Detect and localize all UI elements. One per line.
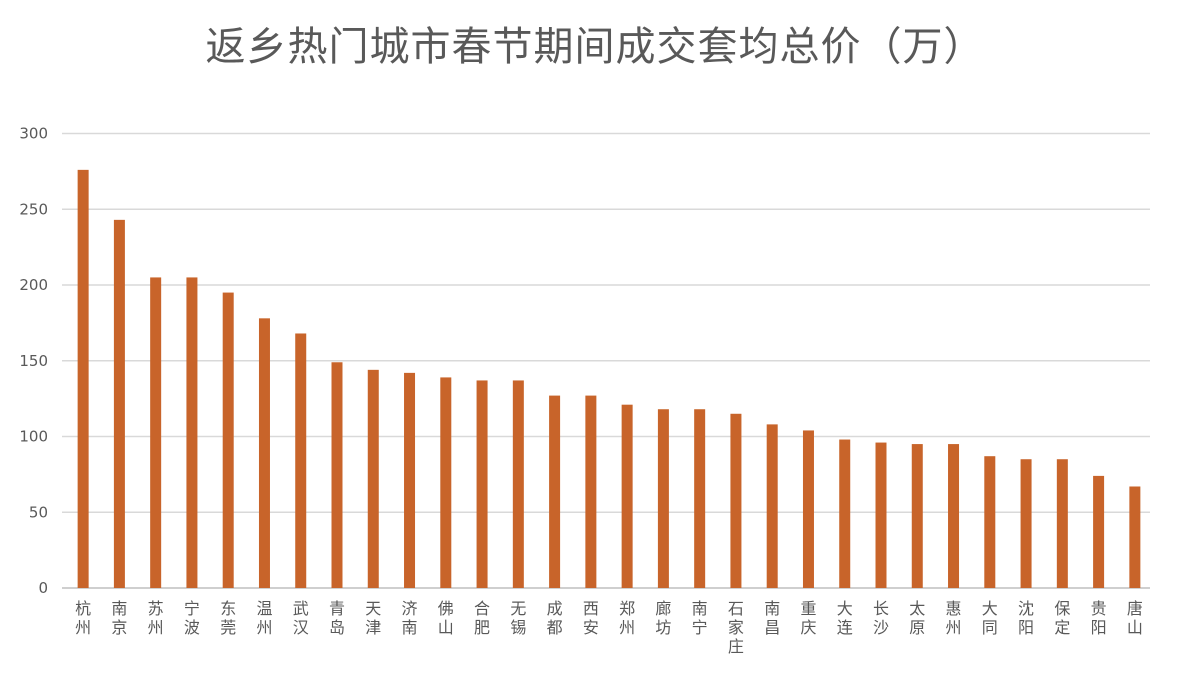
x-category-label: 宁波	[184, 599, 200, 637]
x-category-label: 南宁	[692, 599, 708, 637]
y-tick-label: 250	[19, 200, 48, 218]
bar	[295, 333, 307, 588]
y-tick-label: 200	[19, 276, 48, 294]
bar	[585, 395, 597, 588]
x-category-label: 武汉	[293, 599, 309, 637]
x-category-label: 沈阳	[1018, 599, 1034, 637]
x-category-label: 成都	[547, 599, 563, 637]
x-category-label: 济南	[402, 599, 418, 637]
x-category-label: 重庆	[800, 599, 816, 637]
bar	[1056, 459, 1068, 588]
x-category-label: 石家庄	[728, 599, 744, 656]
bar	[730, 413, 742, 588]
x-category-label: 长沙	[873, 599, 889, 637]
x-category-label: 大同	[982, 599, 998, 637]
bar	[77, 169, 89, 589]
x-category-label: 太原	[909, 599, 925, 637]
bar	[1020, 459, 1032, 588]
x-category-label: 杭州	[75, 599, 91, 637]
x-category-label: 唐山	[1127, 599, 1143, 637]
x-category-label: 合肥	[474, 599, 490, 637]
y-tick-label: 150	[19, 352, 48, 370]
x-category-label: 南京	[111, 599, 127, 637]
bar	[549, 395, 561, 588]
x-category-label: 大连	[837, 599, 853, 637]
bar	[404, 372, 416, 588]
y-tick-label: 100	[19, 428, 48, 446]
chart-title: 返乡热门城市春节期间成交套均总价（万）	[205, 24, 985, 70]
bar	[948, 444, 960, 588]
x-category-label: 佛山	[438, 599, 454, 637]
x-category-label: 西安	[583, 599, 599, 637]
bar	[222, 292, 234, 588]
bar	[331, 362, 343, 588]
bar	[1093, 475, 1105, 588]
x-category-label: 保定	[1054, 599, 1070, 637]
x-category-label: 天津	[365, 599, 381, 637]
y-tick-label: 0	[38, 579, 48, 597]
y-tick-label: 300	[19, 125, 48, 143]
bar	[512, 380, 524, 588]
bar	[186, 277, 198, 588]
bar	[657, 409, 669, 588]
bar	[984, 456, 996, 588]
x-category-label: 温州	[256, 599, 272, 637]
bar	[1129, 486, 1141, 588]
y-tick-label: 50	[29, 503, 48, 521]
bar	[766, 424, 778, 588]
bar	[694, 409, 706, 588]
bar	[440, 377, 452, 588]
bar	[367, 369, 379, 588]
bar	[875, 442, 887, 588]
x-category-label: 贵阳	[1091, 599, 1107, 637]
bar	[258, 318, 270, 588]
x-category-label: 郑州	[619, 599, 635, 637]
x-category-label: 惠州	[946, 599, 962, 637]
x-category-label: 东莞	[220, 599, 236, 637]
bar	[113, 219, 125, 589]
x-category-label: 南昌	[764, 599, 780, 637]
bar	[476, 380, 488, 588]
bar	[911, 444, 923, 588]
x-category-label: 苏州	[148, 599, 164, 637]
bar	[802, 430, 814, 588]
bar	[621, 404, 633, 588]
bar	[150, 277, 162, 588]
x-category-label: 无锡	[510, 599, 526, 637]
x-category-label: 廊坊	[655, 599, 671, 637]
x-category-label: 青岛	[329, 599, 345, 637]
bar	[839, 439, 851, 588]
